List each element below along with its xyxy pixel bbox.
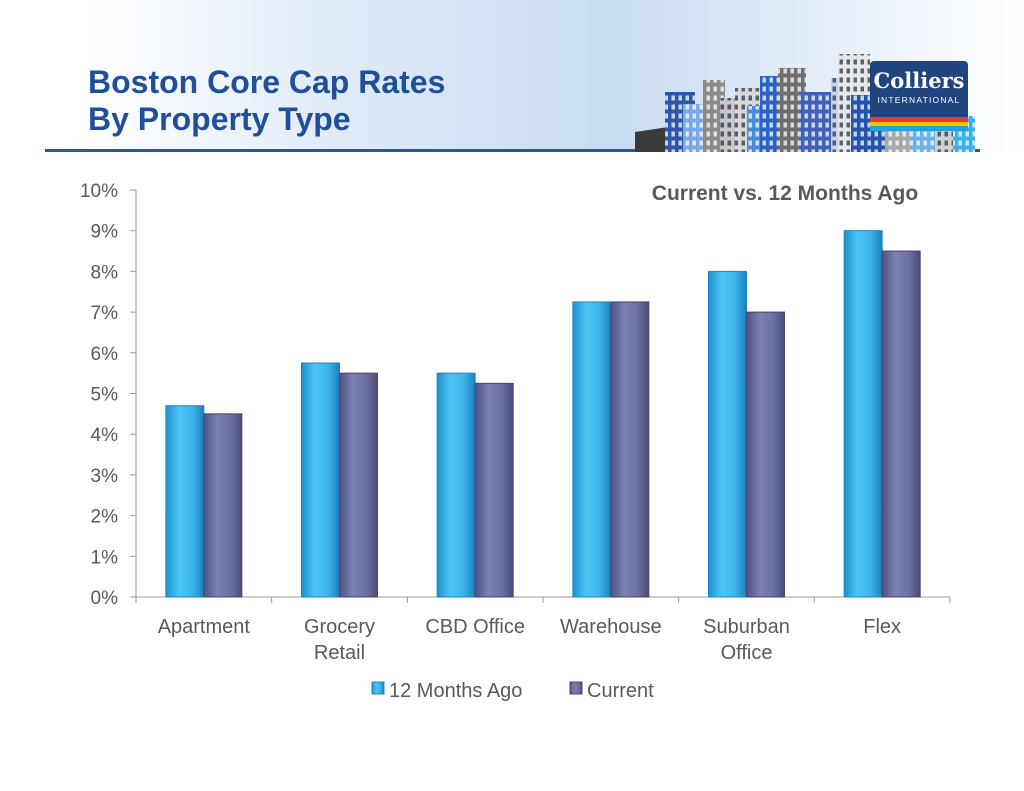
- legend-label-12-months-ago: 12 Months Ago: [389, 680, 522, 702]
- legend-label-current: Current: [587, 680, 654, 702]
- logo-stripes: [870, 117, 968, 132]
- legend-swatch-current: [569, 681, 583, 695]
- logo-brand-text: Colliers: [873, 68, 965, 93]
- page-title-line2: By Property Type: [88, 101, 351, 137]
- x-category-label: CBD Office: [425, 616, 525, 638]
- header-divider: [45, 149, 980, 152]
- chart-subtitle: Current vs. 12 Months Ago: [651, 182, 919, 205]
- y-tick-label: 8%: [91, 262, 119, 283]
- y-tick-label: 7%: [91, 303, 119, 324]
- x-category-label: Flex: [863, 616, 901, 638]
- page-title-line1: Boston Core Cap Rates: [88, 64, 446, 100]
- x-category-label: Grocery Retail: [304, 616, 375, 664]
- y-tick-label: 6%: [91, 344, 119, 365]
- y-tick-label: 2%: [91, 507, 119, 528]
- page-title: Boston Core Cap Rates By Property Type: [88, 64, 445, 138]
- bar-current: [610, 301, 650, 598]
- y-tick-label: 0%: [91, 588, 119, 609]
- legend-swatch-12-months-ago: [371, 681, 385, 695]
- y-tick-label: 1%: [91, 547, 119, 568]
- y-tick-label: 3%: [91, 466, 119, 487]
- bar-current: [746, 311, 785, 598]
- bar-current: [339, 372, 378, 598]
- y-tick-label: 4%: [91, 425, 119, 446]
- bar-current: [203, 413, 243, 598]
- colliers-logo: Colliers INTERNATIONAL: [870, 61, 968, 132]
- y-tick-label: 9%: [91, 222, 119, 243]
- bar-12-months-ago: [843, 230, 883, 598]
- x-category-label: Suburban Office: [703, 616, 790, 664]
- bar-12-months-ago: [165, 405, 205, 598]
- bar-current: [881, 250, 921, 598]
- city-skyline-illustration: [635, 54, 975, 152]
- bar-12-months-ago: [301, 362, 340, 598]
- bar-12-months-ago: [572, 301, 612, 598]
- y-tick-label: 5%: [91, 385, 119, 406]
- bar-12-months-ago: [708, 270, 747, 598]
- y-tick-label: 10%: [80, 181, 118, 202]
- bar-current: [474, 382, 514, 598]
- bar-12-months-ago: [436, 372, 476, 598]
- logo-sub-text: INTERNATIONAL: [877, 95, 961, 105]
- x-category-label: Apartment: [158, 616, 251, 638]
- x-category-label: Warehouse: [560, 616, 662, 638]
